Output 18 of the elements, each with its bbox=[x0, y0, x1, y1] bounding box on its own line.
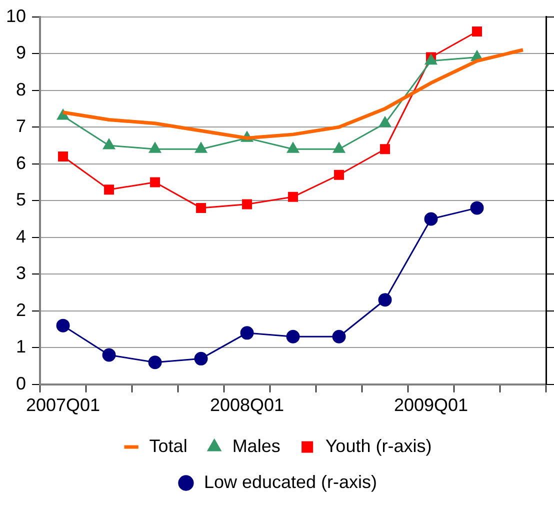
legend-label: Total bbox=[149, 436, 188, 456]
x-tick-label: 2008Q01 bbox=[210, 395, 284, 416]
legend-label: Youth (r-axis) bbox=[325, 436, 432, 456]
x-tick-label: 2009Q01 bbox=[394, 395, 468, 416]
y-tick-label: 10 bbox=[6, 6, 26, 26]
y-tick-label: 8 bbox=[16, 79, 26, 100]
y-tick-label: 9 bbox=[16, 42, 26, 63]
y-tick-label: 5 bbox=[16, 190, 26, 210]
x-tick-label: 2007Q01 bbox=[26, 395, 100, 416]
y-tick-label: 3 bbox=[16, 263, 26, 284]
legend-label: Low educated (r-axis) bbox=[204, 472, 378, 492]
y-tick-label: 4 bbox=[16, 226, 26, 246]
y-tick-label: 2 bbox=[16, 300, 26, 320]
y-tick-label: 1 bbox=[16, 336, 26, 357]
y-tick-label: 7 bbox=[16, 116, 26, 136]
legend-label: Males bbox=[232, 436, 280, 456]
y-tick-label: 0 bbox=[16, 373, 26, 394]
y-tick-label: 6 bbox=[16, 152, 26, 173]
